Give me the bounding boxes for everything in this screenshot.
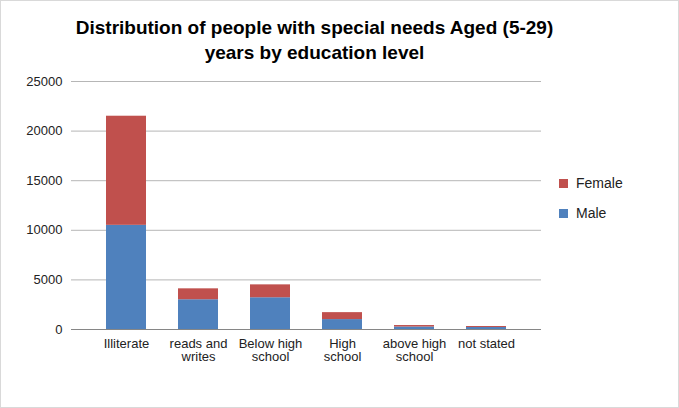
html-text:Distribution of people with sp: Distribution of people with special need… xyxy=(75,17,554,63)
svg-text:Illiterate: Illiterate xyxy=(104,336,150,351)
svg-text:Below highschool: Below highschool xyxy=(239,336,303,364)
svg-text:not stated: not stated xyxy=(458,336,515,351)
html-text:Male: Male xyxy=(576,205,607,221)
svg-text:25000: 25000 xyxy=(26,74,62,89)
svg-text:5000: 5000 xyxy=(34,272,63,287)
svg-text:reads andwrites: reads andwrites xyxy=(170,336,228,364)
html-text:Female: Female xyxy=(576,175,623,191)
svg-text:0: 0 xyxy=(55,322,62,337)
svg-text:above highschool: above highschool xyxy=(383,336,447,364)
svg-text:Highschool: Highschool xyxy=(324,336,362,364)
svg-text:10000: 10000 xyxy=(26,222,62,237)
svg-text:15000: 15000 xyxy=(26,173,62,188)
svg-text:20000: 20000 xyxy=(26,123,62,138)
